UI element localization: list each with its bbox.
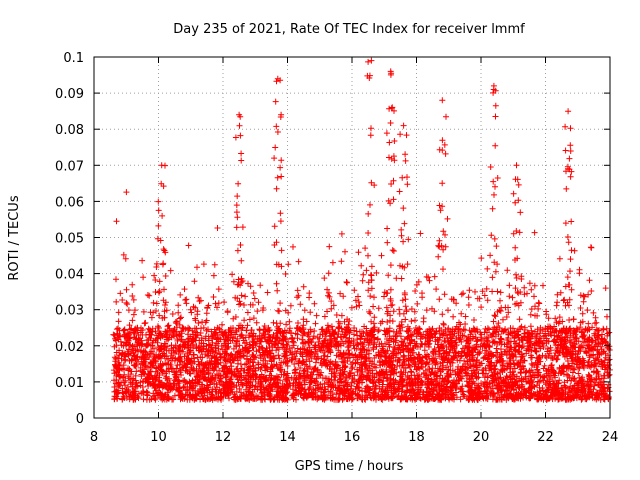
y-tick-label: 0.08	[55, 123, 84, 138]
y-axis-label: ROTI / TECUs	[7, 195, 22, 280]
x-tick-label: 8	[90, 430, 98, 445]
x-tick-label: 16	[344, 430, 361, 445]
x-tick-label: 22	[537, 430, 554, 445]
grid-lines	[94, 57, 610, 418]
y-axis-ticks: 0 0.01 0.02 0.03 0.04 0.05 0.06 0.07 0.08 0.09 0.1	[55, 51, 610, 427]
data-points	[110, 57, 613, 403]
x-axis-ticks: 8 10 12 14 16 18 20 22 24	[90, 57, 618, 445]
y-tick-label: 0.05	[55, 232, 84, 247]
chart-title: Day 235 of 2021, Rate Of TEC Index for r…	[173, 22, 525, 37]
y-tick-label: 0.07	[55, 159, 84, 174]
x-axis-label: GPS time / hours	[295, 459, 404, 474]
y-tick-label: 0.01	[55, 376, 84, 391]
y-tick-label: 0.06	[55, 195, 84, 210]
x-tick-label: 18	[408, 430, 425, 445]
x-tick-label: 24	[602, 430, 619, 445]
roti-marker-cloud	[110, 57, 613, 403]
x-tick-label: 14	[279, 430, 296, 445]
y-tick-label: 0.03	[55, 304, 84, 319]
y-tick-label: 0.1	[63, 51, 84, 66]
x-tick-label: 10	[150, 430, 167, 445]
y-tick-label: 0.09	[55, 87, 84, 102]
x-tick-label: 12	[215, 430, 232, 445]
x-tick-label: 20	[473, 430, 490, 445]
y-tick-label: 0	[76, 412, 84, 427]
y-tick-label: 0.02	[55, 340, 84, 355]
y-tick-label: 0.04	[55, 268, 84, 283]
